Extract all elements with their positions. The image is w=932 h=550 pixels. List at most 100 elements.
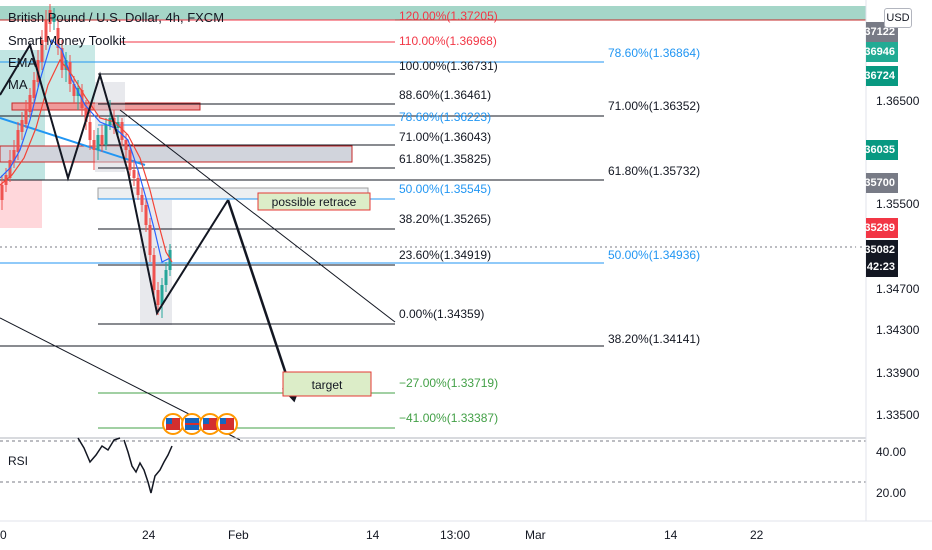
indicator-ma[interactable]: MA bbox=[8, 77, 28, 92]
ma-line bbox=[0, 58, 173, 263]
price-tick: 1.34700 bbox=[876, 282, 920, 296]
candle-body bbox=[108, 118, 112, 125]
fib-level-label: 23.60%(1.34919) bbox=[399, 248, 491, 262]
candle-body bbox=[92, 140, 96, 150]
price-tick: 1.33900 bbox=[876, 366, 920, 380]
order-block-2 bbox=[0, 145, 353, 163]
retrace-box[interactable] bbox=[257, 192, 371, 211]
indicator-smart-money[interactable]: Smart Money Toolkit bbox=[8, 33, 126, 48]
fib-level-label: 78.60%(1.36223) bbox=[399, 110, 491, 124]
candle-body bbox=[144, 205, 148, 225]
fib-right-labels: 78.60%(1.36864) 71.00%(1.36352) 61.80%(1.3… bbox=[608, 46, 700, 346]
candle-body bbox=[60, 48, 64, 70]
projection-arrow-line bbox=[226, 199, 296, 399]
fib-level-label: 88.60%(1.36461) bbox=[399, 88, 491, 102]
candle-body bbox=[164, 270, 168, 285]
candle-body bbox=[156, 290, 160, 305]
candle-body bbox=[84, 108, 88, 122]
fib-left-labels: 120.00%(1.37205) 110.00%(1.36968) 100.00%(… bbox=[399, 9, 498, 425]
time-label: 13:00 bbox=[440, 528, 470, 542]
candle-body bbox=[104, 125, 108, 145]
wave-projection bbox=[0, 42, 229, 316]
fib-level-label: 61.80%(1.35825) bbox=[399, 152, 491, 166]
candle-body bbox=[124, 140, 128, 150]
candle-body bbox=[8, 160, 12, 178]
candle-body bbox=[56, 28, 60, 48]
rsi-tick: 20.00 bbox=[876, 486, 906, 500]
time-label: 14 bbox=[664, 528, 678, 542]
price-badge: 1.36724 bbox=[855, 66, 898, 86]
time-label: 0 bbox=[0, 528, 7, 542]
price-badge: 1.35700 bbox=[855, 173, 898, 193]
left-sell-zone bbox=[0, 180, 42, 228]
economic-events[interactable] bbox=[162, 413, 238, 435]
price-tick: 1.34300 bbox=[876, 323, 920, 337]
rsi-line bbox=[77, 437, 173, 494]
price-tick: 1.33500 bbox=[876, 408, 920, 422]
fib-level-label: 61.80%(1.35732) bbox=[608, 164, 700, 178]
fib-level-label: 38.20%(1.35265) bbox=[399, 212, 491, 226]
fib-level-label: 50.00%(1.34936) bbox=[608, 248, 700, 262]
rsi-label: RSI bbox=[8, 454, 28, 468]
left-teal-zone bbox=[40, 45, 95, 105]
fib-level-label: −41.00%(1.33387) bbox=[399, 411, 498, 425]
top-zone bbox=[0, 6, 866, 20]
rsi-tick: 40.00 bbox=[876, 445, 906, 459]
trendline-1 bbox=[119, 109, 396, 323]
candle-body bbox=[132, 170, 136, 178]
fib-level-label: 120.00%(1.37205) bbox=[399, 9, 498, 23]
candle-body bbox=[0, 185, 4, 200]
candle-body bbox=[20, 120, 24, 132]
candle-body bbox=[32, 80, 36, 98]
time-label: 14 bbox=[366, 528, 380, 542]
time-label: Mar bbox=[525, 528, 546, 542]
fib-level-label: 50.00%(1.35545) bbox=[399, 182, 491, 196]
candle-body bbox=[88, 122, 92, 140]
ema-line bbox=[0, 38, 171, 263]
candle-body bbox=[136, 178, 140, 195]
candle-body bbox=[152, 255, 156, 290]
fib-level-label: −27.00%(1.33719) bbox=[399, 376, 498, 390]
candle-body bbox=[168, 250, 172, 270]
indicator-ema[interactable]: EMA bbox=[8, 55, 37, 70]
price-tick: 1.36500 bbox=[876, 94, 920, 108]
candle-body bbox=[44, 20, 48, 42]
fib-level-label: 78.60%(1.36864) bbox=[608, 46, 700, 60]
fib-level-label: 0.00%(1.34359) bbox=[399, 307, 484, 321]
target-label: target bbox=[312, 378, 343, 392]
fib-level-label: 71.00%(1.36352) bbox=[608, 99, 700, 113]
candle-body bbox=[40, 40, 44, 62]
candle-body bbox=[120, 122, 124, 140]
fib-level-label: 38.20%(1.34141) bbox=[608, 332, 700, 346]
candle-body bbox=[16, 130, 20, 152]
time-axis[interactable] bbox=[0, 521, 932, 550]
candle-body bbox=[128, 150, 132, 170]
time-label: Feb bbox=[228, 528, 249, 542]
price-badge: 1.36035 bbox=[855, 140, 898, 160]
fib-level-label: 71.00%(1.36043) bbox=[399, 130, 491, 144]
candle-body bbox=[48, 10, 52, 24]
target-box[interactable] bbox=[282, 371, 372, 397]
retrace-label: possible retrace bbox=[272, 195, 357, 209]
symbol-title[interactable]: British Pound / U.S. Dollar, 4h, FXCM bbox=[8, 10, 225, 25]
candle-body bbox=[28, 95, 32, 112]
candle-body bbox=[64, 60, 68, 70]
price-tick: 1.35500 bbox=[876, 197, 920, 211]
fib-level-label: 100.00%(1.36731) bbox=[399, 59, 498, 73]
time-label: 22 bbox=[750, 528, 764, 542]
candle-body bbox=[24, 110, 28, 124]
time-label: 24 bbox=[142, 528, 156, 542]
bar-countdown: 02:42:23 bbox=[851, 257, 898, 277]
candle-body bbox=[52, 14, 56, 22]
currency-button[interactable]: USD bbox=[884, 8, 912, 28]
fib-level-label: 110.00%(1.36968) bbox=[399, 34, 497, 48]
candle-body bbox=[160, 285, 164, 305]
candle-body bbox=[96, 135, 100, 150]
candle-body bbox=[100, 135, 104, 145]
current-price-badge: 1.35082 bbox=[855, 240, 898, 260]
candle-body bbox=[12, 150, 16, 162]
candle-body bbox=[148, 225, 152, 255]
price-badge: 1.36946 bbox=[855, 42, 898, 62]
price-badge: 1.35289 bbox=[855, 218, 898, 238]
